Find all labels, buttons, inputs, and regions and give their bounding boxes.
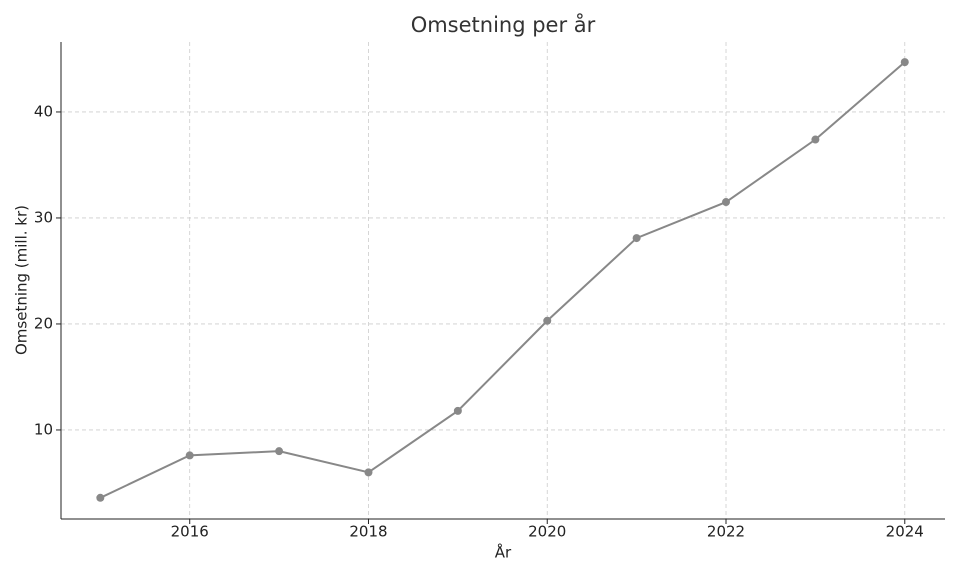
y-tick-label: 20: [34, 314, 53, 332]
y-tick-label: 30: [34, 208, 53, 226]
x-tick-label: 2022: [707, 523, 745, 541]
x-tick-label: 2024: [886, 523, 924, 541]
x-tick-label: 2016: [171, 523, 209, 541]
x-axis-label: År: [495, 543, 512, 562]
point: [543, 316, 552, 325]
x-tick-label: 2020: [528, 523, 566, 541]
point: [185, 451, 194, 460]
chart-title: Omsetning per år: [411, 12, 596, 37]
point: [364, 468, 373, 477]
y-axis-label: Omsetning (mill. kr): [13, 205, 31, 355]
line: [99, 61, 906, 499]
point: [96, 493, 105, 502]
point: [900, 58, 909, 67]
point: [453, 406, 462, 415]
y-tick-label: 40: [34, 102, 53, 120]
point: [275, 447, 284, 456]
point: [632, 234, 641, 243]
x-tick-label: 2018: [349, 523, 387, 541]
y-tick-label: 10: [34, 420, 53, 438]
point: [722, 198, 731, 207]
point: [811, 135, 820, 144]
